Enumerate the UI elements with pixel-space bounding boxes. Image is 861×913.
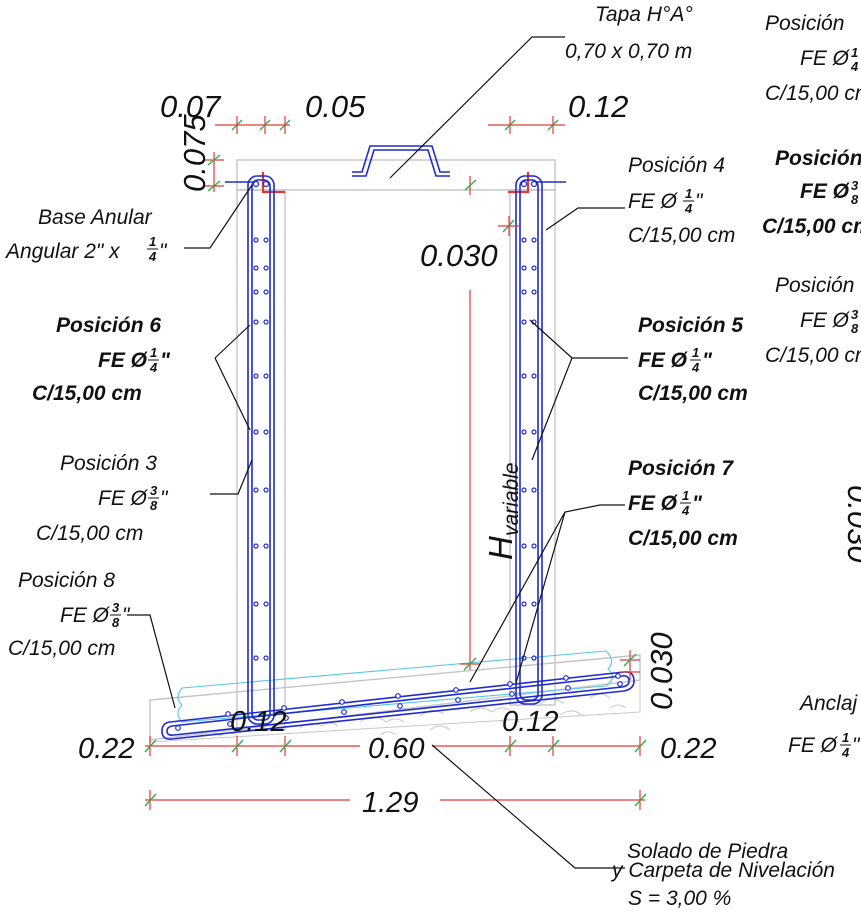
svg-text:": "	[702, 349, 713, 372]
pos6-title: Posición 6	[56, 314, 161, 337]
svg-text:4: 4	[841, 745, 850, 760]
anchor-title: Anclaj	[798, 692, 859, 715]
svg-text:4: 4	[148, 249, 157, 264]
pos5-title: Posición 5	[638, 314, 743, 337]
svg-text:3: 3	[150, 483, 158, 498]
right-pos-a-spacing: C/15,00 cm	[765, 82, 861, 105]
pos3-title: Posición 3	[60, 452, 157, 475]
pos7-title: Posición 7	[628, 457, 734, 480]
svg-text:4: 4	[691, 360, 700, 375]
svg-text:": "	[160, 487, 169, 510]
svg-text:4: 4	[681, 503, 690, 518]
pos4-title: Posición 4	[628, 154, 725, 177]
dim-bottom-a: 0.22	[78, 733, 134, 765]
pos5-bar: FE Ø	[638, 349, 688, 372]
height-label: H variable	[482, 462, 523, 560]
svg-text:1: 1	[682, 488, 689, 503]
leader-lines	[127, 36, 628, 869]
pos4-bar: FE Ø	[628, 190, 679, 213]
svg-text:1: 1	[692, 345, 699, 360]
right-pos-b-bar: FE Ø	[800, 180, 850, 203]
pos7-spacing: C/15,00 cm	[628, 527, 738, 550]
dim-bottom-d: 0.12	[502, 706, 558, 738]
svg-text:8: 8	[112, 615, 120, 630]
svg-text:8: 8	[851, 321, 859, 336]
right-pos-c-spacing: C/15,00 cm	[765, 344, 861, 367]
anchor-bar: FE Ø	[788, 734, 839, 757]
svg-text:8: 8	[851, 192, 859, 207]
base-ring-line1: Base Anular	[38, 206, 153, 229]
pos8-bar: FE Ø	[60, 604, 111, 627]
svg-text:variable: variable	[500, 462, 523, 536]
svg-text:": "	[159, 240, 168, 263]
base-note-line3: S = 3,00 %	[628, 887, 731, 910]
svg-text:H: H	[482, 536, 519, 560]
dim-030-a: 0.030	[420, 238, 498, 273]
dim-030-c: 0.030	[841, 485, 861, 563]
right-pos-a-title: Posición	[765, 12, 844, 35]
dimension-bottom	[144, 736, 647, 810]
pos8-spacing: C/15,00 cm	[8, 637, 115, 660]
svg-text:": "	[122, 604, 131, 627]
cover-size: 0,70 x 0,70 m	[565, 40, 692, 63]
pos3-bar: FE Ø	[98, 487, 149, 510]
right-pos-c-bar: FE Ø	[800, 309, 851, 332]
svg-text:": "	[160, 349, 171, 372]
base-note-line2: y Carpeta de Nivelación	[610, 859, 835, 882]
svg-text:1: 1	[150, 345, 157, 360]
svg-text:": "	[692, 492, 703, 515]
svg-text:1: 1	[149, 234, 156, 249]
dimension-top	[205, 116, 640, 680]
svg-text:1: 1	[842, 730, 849, 745]
dim-bottom-total: 1.29	[362, 787, 418, 819]
dim-right: 0.12	[568, 89, 628, 124]
dim-bottom-e: 0.22	[660, 733, 716, 765]
angle-base-ring	[261, 172, 530, 194]
pos7-bar: FE Ø	[628, 492, 678, 515]
svg-text:3: 3	[851, 178, 859, 193]
right-wall-rebar	[515, 175, 543, 705]
svg-text:1: 1	[851, 45, 858, 60]
right-pos-b-title: Posición	[775, 147, 861, 170]
dim-left-b: 0.05	[305, 89, 366, 124]
base-slab-rebar	[161, 671, 635, 740]
base-note-line1: Solado de Piedra	[627, 840, 788, 863]
dim-bottom-b: 0.12	[230, 706, 286, 738]
svg-text:": "	[695, 190, 704, 213]
pos3-spacing: C/15,00 cm	[36, 522, 143, 545]
right-pos-c-title: Posición	[775, 274, 854, 297]
left-wall-rebar	[247, 175, 275, 725]
pos6-spacing: C/15,00 cm	[32, 382, 142, 405]
svg-text:4: 4	[684, 201, 693, 216]
right-pos-a-bar: FE Ø	[800, 47, 851, 70]
cover-rebar-inner	[352, 145, 450, 173]
pos5-spacing: C/15,00 cm	[638, 382, 748, 405]
pos4-spacing: C/15,00 cm	[628, 224, 735, 247]
svg-text:8: 8	[150, 498, 158, 513]
pos6-bar: FE Ø	[98, 349, 148, 372]
dim-vertical: 0.075	[177, 114, 212, 192]
dim-bottom-c: 0.60	[368, 733, 424, 765]
base-ring-line2: Angular 2" x	[4, 240, 121, 263]
svg-text:3: 3	[112, 600, 120, 615]
right-pos-b-spacing: C/15,00 cm	[762, 215, 861, 238]
cover-title: Tapa H°A°	[595, 3, 693, 26]
svg-text:4: 4	[149, 360, 158, 375]
pos8-title: Posición 8	[18, 569, 115, 592]
dim-030-b: 0.030	[644, 632, 679, 710]
svg-text:4: 4	[850, 59, 859, 74]
dim-left-a: 0.07	[160, 89, 222, 124]
svg-text:3: 3	[851, 307, 859, 322]
svg-text:1: 1	[685, 186, 692, 201]
svg-text:": "	[852, 734, 861, 757]
concrete-outline	[149, 159, 641, 741]
cover-rebar	[352, 149, 450, 177]
